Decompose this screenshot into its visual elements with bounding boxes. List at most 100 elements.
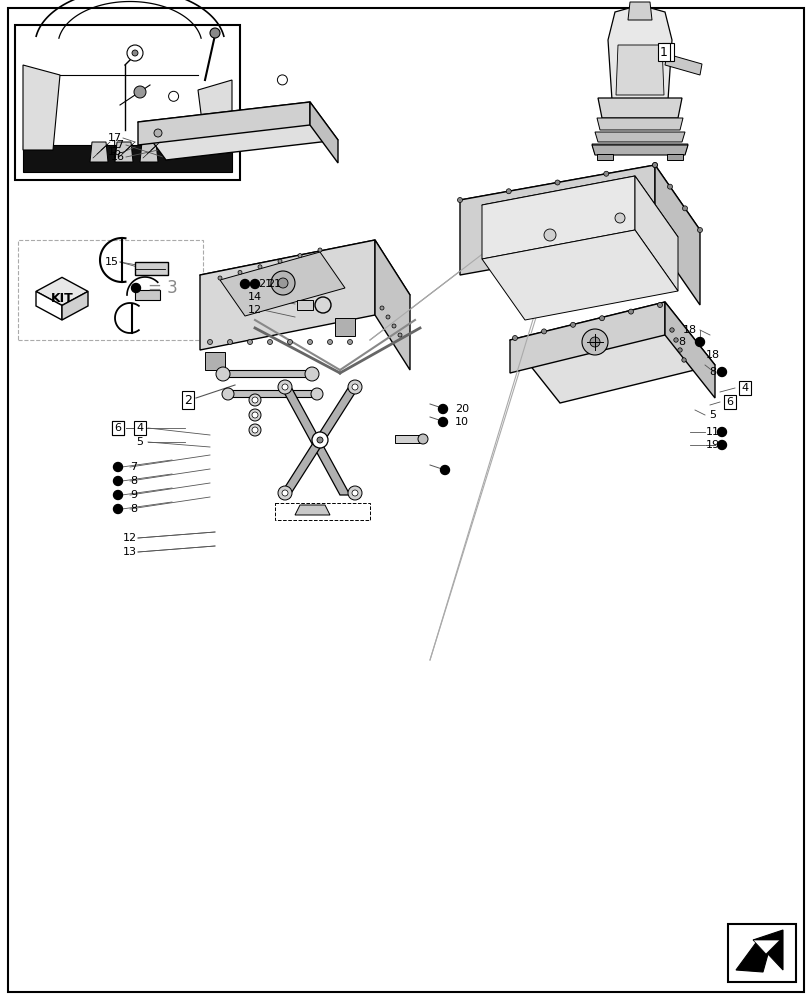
Circle shape: [114, 490, 122, 499]
Polygon shape: [200, 240, 410, 330]
Circle shape: [682, 206, 687, 211]
Polygon shape: [597, 98, 681, 118]
Circle shape: [628, 309, 633, 314]
Circle shape: [652, 163, 657, 168]
Text: 6: 6: [114, 423, 122, 433]
Circle shape: [318, 248, 322, 252]
Circle shape: [681, 358, 685, 362]
Text: 12: 12: [247, 305, 262, 315]
Circle shape: [351, 384, 358, 390]
Circle shape: [250, 279, 260, 288]
Text: 21: 21: [267, 279, 281, 289]
Polygon shape: [220, 370, 315, 377]
Circle shape: [114, 477, 122, 486]
Polygon shape: [138, 102, 310, 145]
Circle shape: [277, 380, 292, 394]
Polygon shape: [198, 80, 232, 150]
Polygon shape: [310, 102, 337, 163]
Polygon shape: [591, 144, 687, 154]
Text: 21: 21: [258, 279, 272, 289]
Polygon shape: [482, 230, 677, 320]
Polygon shape: [634, 176, 677, 291]
Text: 17: 17: [108, 133, 122, 143]
Text: 4: 4: [136, 423, 144, 433]
Text: 7: 7: [130, 462, 137, 472]
Text: 4: 4: [740, 383, 748, 393]
Text: 17: 17: [111, 140, 125, 150]
Bar: [15, 25, 240, 180]
Polygon shape: [225, 390, 320, 397]
Polygon shape: [607, 5, 672, 100]
Polygon shape: [509, 302, 664, 373]
Polygon shape: [596, 118, 682, 130]
Circle shape: [281, 490, 288, 496]
Circle shape: [208, 340, 212, 344]
Circle shape: [351, 490, 358, 496]
Circle shape: [249, 394, 260, 406]
Circle shape: [652, 163, 657, 168]
Polygon shape: [509, 302, 714, 403]
Circle shape: [247, 340, 252, 344]
Circle shape: [277, 278, 288, 288]
Circle shape: [249, 424, 260, 436]
Circle shape: [541, 329, 546, 334]
Polygon shape: [460, 165, 654, 275]
Circle shape: [717, 428, 726, 436]
Circle shape: [457, 198, 462, 203]
Circle shape: [385, 315, 389, 319]
Circle shape: [697, 228, 702, 233]
Text: 1: 1: [663, 46, 672, 59]
Polygon shape: [36, 277, 88, 305]
Text: 18: 18: [682, 325, 696, 335]
Polygon shape: [335, 318, 354, 336]
Circle shape: [221, 388, 234, 400]
Text: 8: 8: [130, 476, 137, 486]
Circle shape: [267, 340, 272, 344]
Polygon shape: [394, 435, 419, 443]
Polygon shape: [139, 142, 158, 162]
Circle shape: [251, 412, 258, 418]
Polygon shape: [23, 65, 60, 150]
Circle shape: [132, 50, 138, 56]
Circle shape: [298, 254, 302, 258]
Polygon shape: [115, 142, 133, 162]
Circle shape: [251, 397, 258, 403]
Polygon shape: [36, 291, 62, 320]
Text: = 3: = 3: [148, 279, 178, 297]
Text: 13: 13: [122, 547, 137, 557]
Polygon shape: [596, 154, 612, 160]
Text: 9: 9: [130, 490, 137, 500]
Text: 6: 6: [114, 423, 122, 433]
Circle shape: [316, 437, 323, 443]
Bar: [18, 240, 203, 340]
Circle shape: [240, 279, 249, 288]
Text: 10: 10: [454, 417, 469, 427]
Circle shape: [281, 384, 288, 390]
Circle shape: [717, 440, 726, 450]
Polygon shape: [664, 302, 714, 398]
Circle shape: [347, 340, 352, 344]
Circle shape: [438, 404, 447, 414]
Circle shape: [440, 466, 449, 475]
Polygon shape: [482, 176, 634, 259]
Text: 1: 1: [659, 46, 667, 59]
Polygon shape: [616, 45, 663, 95]
Circle shape: [418, 434, 427, 444]
Polygon shape: [280, 385, 350, 495]
Text: 8: 8: [679, 337, 689, 347]
Text: 15: 15: [105, 257, 119, 267]
Text: 4: 4: [136, 423, 144, 433]
Polygon shape: [280, 385, 359, 495]
Text: 2: 2: [184, 393, 191, 406]
Polygon shape: [220, 252, 345, 316]
Circle shape: [348, 486, 362, 500]
Circle shape: [154, 129, 162, 137]
Polygon shape: [460, 165, 699, 265]
Polygon shape: [752, 940, 779, 954]
Circle shape: [677, 348, 681, 352]
Circle shape: [667, 184, 672, 189]
Polygon shape: [90, 142, 108, 162]
Text: 20: 20: [454, 404, 469, 414]
Circle shape: [131, 284, 140, 292]
Polygon shape: [482, 176, 677, 266]
